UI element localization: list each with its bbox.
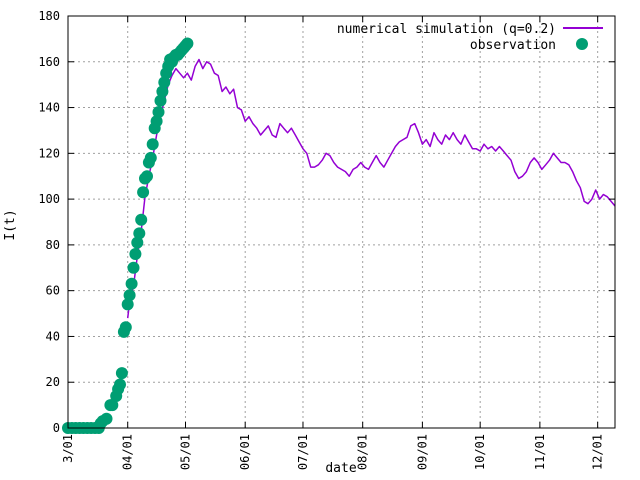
y-tick-label: 160: [38, 55, 60, 69]
x-tick-label: 06/01: [238, 434, 252, 470]
legend-label-observation: observation: [470, 38, 556, 53]
observation-point: [127, 261, 140, 274]
y-tick-label: 100: [38, 192, 60, 206]
y-tick-label: 0: [53, 421, 60, 435]
x-axis-label: date: [325, 461, 356, 476]
x-tick-label: 11/01: [533, 434, 547, 470]
observation-point: [137, 186, 150, 199]
legend-marker-observation: [576, 38, 588, 50]
observation-point: [115, 367, 128, 380]
y-tick-label: 20: [46, 375, 60, 389]
observation-point: [131, 236, 144, 249]
observation-point: [125, 277, 138, 290]
observation-point: [154, 94, 167, 107]
x-tick-label: 07/01: [296, 434, 310, 470]
x-tick-label: 10/01: [473, 434, 487, 470]
observation-point: [135, 213, 148, 226]
y-tick-label: 80: [46, 238, 60, 252]
observation-point: [181, 37, 194, 50]
simulation-line: [126, 58, 616, 319]
y-tick-label: 120: [38, 146, 60, 160]
observation-point: [114, 378, 126, 391]
plot-frame: [67, 15, 616, 429]
observation-point: [100, 412, 113, 425]
observation-point: [141, 170, 153, 183]
observation-point: [119, 321, 132, 334]
y-tick-label: 180: [38, 9, 60, 23]
axes: [67, 15, 616, 429]
x-tick-label: 08/01: [356, 434, 370, 470]
y-axis-label: I(t): [3, 209, 18, 240]
legend-label-simulation: numerical simulation (q=0.2): [337, 22, 556, 37]
tick-labels: 0 20 40 60 80 100 120 140 160 180 3/01 04/01 05/01 06…: [38, 9, 604, 470]
observation-point: [150, 115, 163, 128]
observation-point: [106, 399, 119, 412]
observation-point: [152, 106, 165, 119]
y-tick-label: 40: [46, 329, 60, 343]
x-tick-label: 04/01: [121, 434, 135, 470]
legend: numerical simulation (q=0.2) observation: [337, 22, 603, 53]
y-tick-label: 140: [38, 101, 60, 115]
observation-point: [129, 248, 142, 260]
observation-point: [121, 298, 134, 311]
observation-point: [156, 85, 169, 98]
observation-point: [123, 289, 136, 302]
observation-point: [146, 138, 159, 151]
observation-point: [144, 151, 157, 164]
observation-point: [158, 76, 171, 89]
x-tick-label: 09/01: [415, 434, 429, 470]
y-tick-label: 60: [46, 284, 60, 298]
observation-point: [133, 227, 146, 240]
x-tick-label: 3/01: [61, 434, 75, 463]
x-tick-label: 12/01: [591, 434, 605, 470]
x-tick-label: 05/01: [178, 434, 192, 470]
